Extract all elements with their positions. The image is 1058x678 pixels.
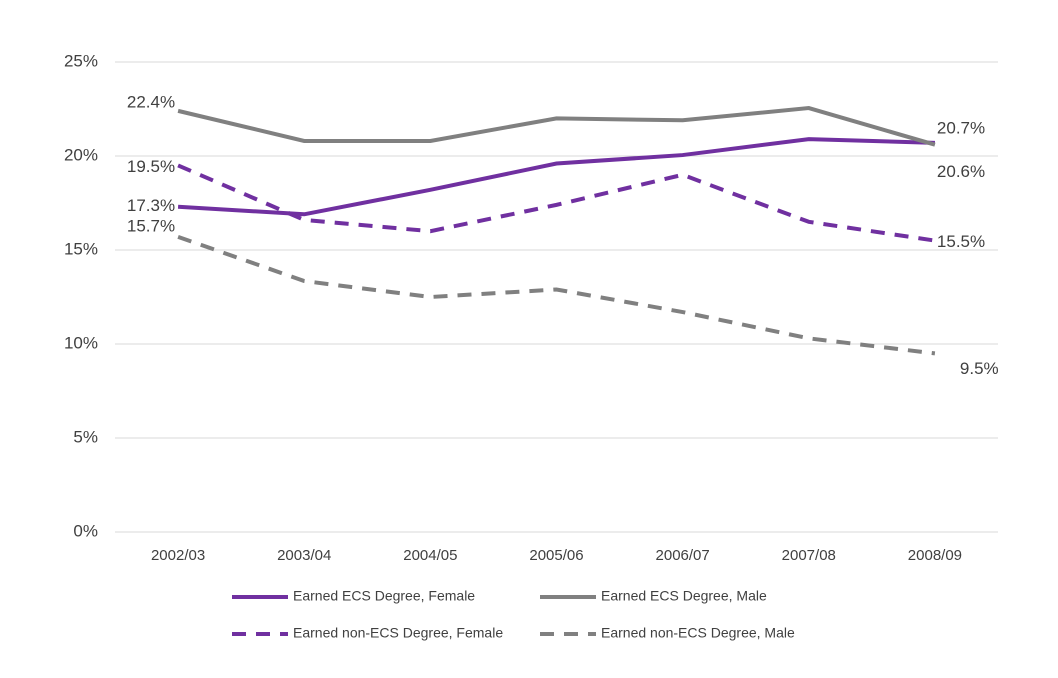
data-label: 20.6% xyxy=(937,162,985,181)
data-label: 17.3% xyxy=(127,196,175,215)
series-line xyxy=(177,234,936,356)
data-label: 22.4% xyxy=(127,92,175,111)
y-tick-label: 10% xyxy=(64,333,98,352)
x-tick-label: 2002/03 xyxy=(151,547,205,564)
legend-label: Earned ECS Degree, Female xyxy=(293,588,475,604)
data-label: 15.5% xyxy=(937,232,985,251)
y-tick-label: 20% xyxy=(64,145,98,164)
series-line xyxy=(177,106,936,147)
x-tick-label: 2003/04 xyxy=(277,547,331,564)
data-label: 15.7% xyxy=(127,216,175,235)
x-tick-label: 2005/06 xyxy=(529,547,583,564)
data-label: 19.5% xyxy=(127,157,175,176)
x-tick-label: 2007/08 xyxy=(782,547,836,564)
series-line xyxy=(177,163,936,243)
series-line xyxy=(177,137,935,217)
x-tick-label: 2008/09 xyxy=(908,547,962,564)
x-tick-label: 2006/07 xyxy=(656,547,710,564)
x-tick-label: 2004/05 xyxy=(403,547,457,564)
y-tick-label: 15% xyxy=(64,239,98,258)
legend-label: Earned ECS Degree, Male xyxy=(601,588,767,604)
data-label: 20.7% xyxy=(937,118,985,137)
legend-label: Earned non-ECS Degree, Female xyxy=(293,625,503,641)
legend-label: Earned non-ECS Degree, Male xyxy=(601,625,795,641)
data-label: 9.5% xyxy=(960,359,999,378)
y-tick-label: 5% xyxy=(73,427,98,446)
y-tick-label: 25% xyxy=(64,51,98,70)
y-tick-label: 0% xyxy=(73,521,98,540)
